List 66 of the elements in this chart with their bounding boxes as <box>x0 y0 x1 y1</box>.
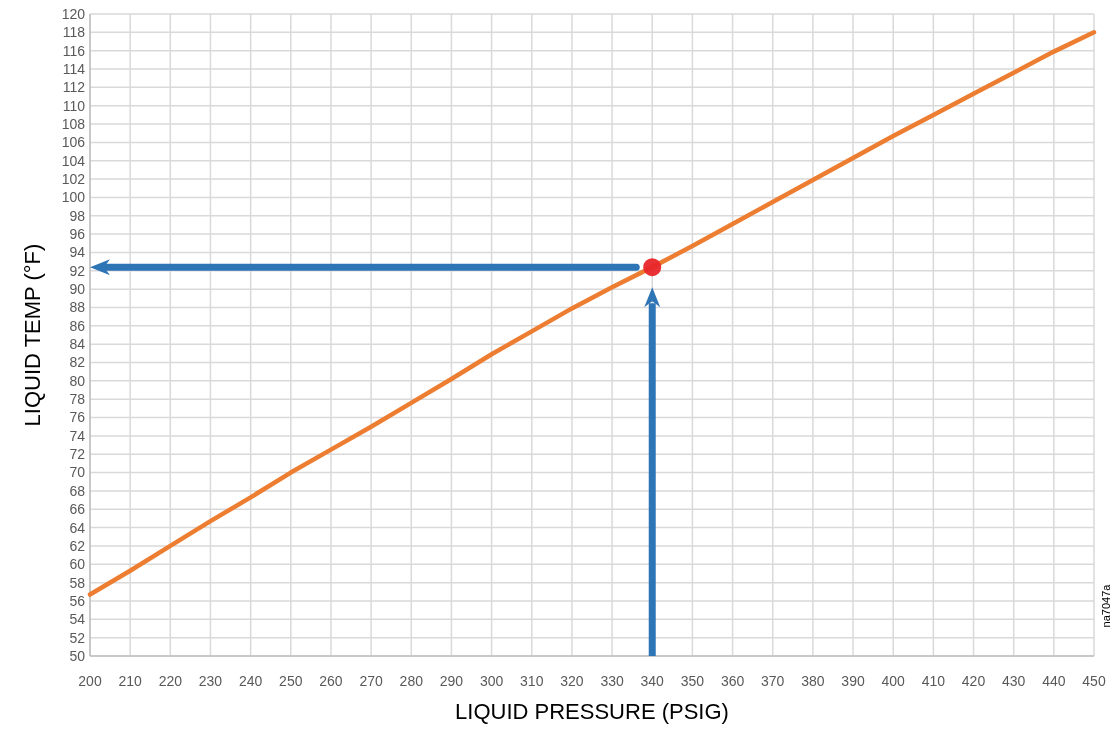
x-tick-label: 240 <box>238 673 263 689</box>
y-tick-label: 56 <box>69 592 86 609</box>
y-tick-label: 74 <box>69 427 86 444</box>
y-tick-label: 114 <box>62 60 86 77</box>
y-tick-label: 64 <box>69 519 86 536</box>
text: na7047a <box>1100 583 1112 628</box>
y-tick-label: 102 <box>61 170 86 187</box>
y-tick-label: 80 <box>69 372 86 389</box>
y-tick-label: 76 <box>69 409 86 426</box>
y-tick-label: 118 <box>62 24 86 41</box>
y-tick-label: 84 <box>69 336 86 353</box>
y-tick-label: 120 <box>61 5 86 22</box>
y-tick-label: 108 <box>61 115 86 132</box>
y-tick-label: 60 <box>69 556 86 573</box>
x-tick-label: 220 <box>158 673 183 689</box>
y-tick-label: 86 <box>69 317 86 334</box>
y-tick-label: 66 <box>69 501 86 518</box>
x-tick-label: 420 <box>961 673 986 689</box>
y-tick-label: 112 <box>62 79 86 96</box>
x-tick-label: 210 <box>118 673 143 689</box>
x-tick-label: 350 <box>680 673 705 689</box>
y-tick-label: 52 <box>69 629 86 646</box>
y-tick-label: 82 <box>69 354 86 371</box>
line-series <box>87 30 1097 597</box>
y-tick-label: 70 <box>69 464 86 481</box>
x-tick-label: 260 <box>319 673 343 689</box>
y-tick-label: 94 <box>69 244 86 261</box>
y-tick-label: 78 <box>69 391 86 408</box>
y-tick-label: 104 <box>61 152 86 169</box>
y-tick-label: 116 <box>62 42 86 59</box>
y-tick-label: 106 <box>61 134 86 151</box>
y-tick-label: 62 <box>69 537 86 554</box>
x-tick-label: 400 <box>881 673 906 689</box>
y-tick-label: 50 <box>69 647 86 664</box>
y-tick-label: 72 <box>69 446 86 463</box>
y-tick-label: 88 <box>69 299 86 316</box>
x-tick-label: 330 <box>600 673 624 689</box>
y-tick-label: 110 <box>62 97 86 114</box>
x-tick-label: 360 <box>720 673 745 689</box>
x-tick-label: 410 <box>921 673 946 689</box>
x-tick-label: 290 <box>439 673 464 689</box>
x-axis-title: LIQUID PRESSURE (PSIG) <box>455 699 729 724</box>
x-tick-label: 270 <box>359 673 384 689</box>
x-tick-label: 370 <box>761 673 785 689</box>
x-tick-label: 340 <box>640 673 665 689</box>
x-tick-label: 230 <box>198 673 223 689</box>
x-tick-label: 440 <box>1042 673 1066 689</box>
x-tick-label: 280 <box>399 673 424 689</box>
x-tick-label: 310 <box>520 673 544 689</box>
y-tick-label: 96 <box>69 226 86 243</box>
x-tick-label: 430 <box>1002 673 1026 689</box>
x-tick-label: 450 <box>1082 673 1106 689</box>
y-tick-label: 54 <box>69 611 86 628</box>
y-tick-label: 90 <box>69 281 86 298</box>
x-tick-label: 320 <box>560 673 584 689</box>
x-tick-label: 390 <box>841 673 865 689</box>
y-axis-title: LIQUID TEMP (°F) <box>20 243 45 427</box>
y-tick-label: 92 <box>69 262 86 279</box>
x-tick-label: 250 <box>279 673 303 689</box>
y-tick-label: 68 <box>69 482 86 499</box>
x-tick-label: 380 <box>801 673 825 689</box>
y-tick-label: 98 <box>69 207 86 224</box>
y-tick-label: 58 <box>69 574 86 591</box>
x-tick-label: 200 <box>78 673 102 689</box>
y-tick-label: 100 <box>61 189 86 206</box>
x-tick-label: 300 <box>479 673 504 689</box>
